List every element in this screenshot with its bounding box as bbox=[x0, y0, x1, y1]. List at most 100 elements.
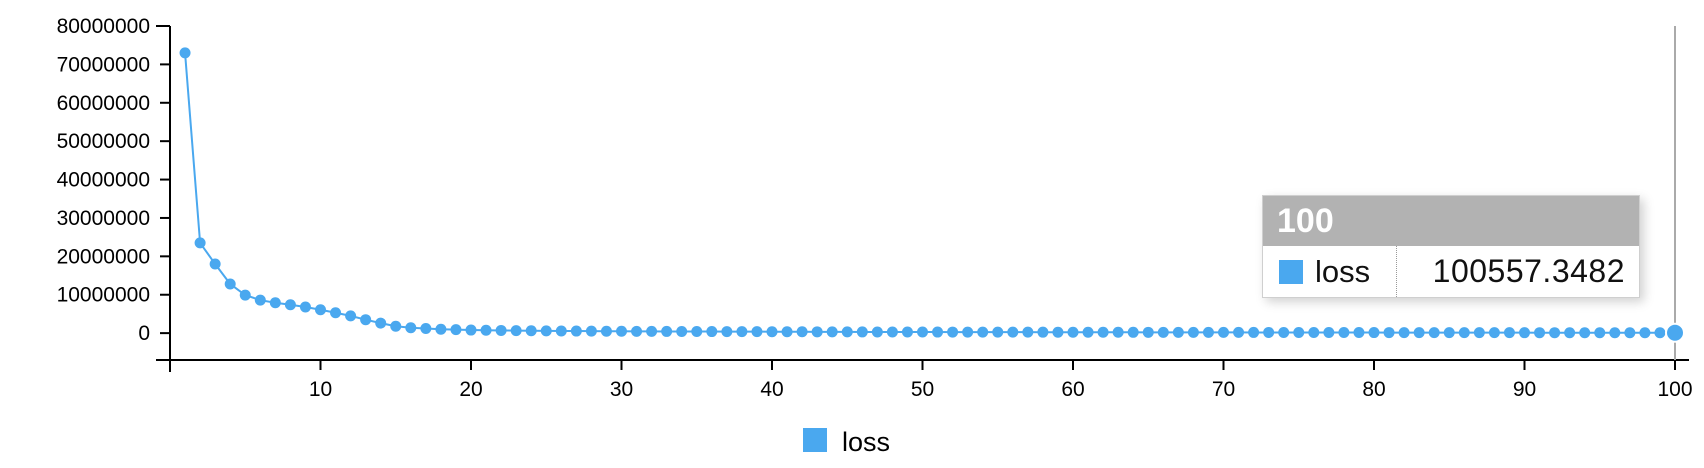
data-point[interactable] bbox=[495, 324, 507, 336]
data-point[interactable] bbox=[585, 325, 597, 337]
data-point[interactable] bbox=[405, 322, 417, 334]
data-point[interactable] bbox=[480, 324, 492, 336]
data-point[interactable] bbox=[811, 326, 823, 338]
data-point[interactable] bbox=[555, 325, 567, 337]
data-point[interactable] bbox=[1398, 327, 1410, 339]
data-point[interactable] bbox=[841, 326, 853, 338]
data-point[interactable] bbox=[1278, 326, 1290, 338]
data-point[interactable] bbox=[179, 47, 191, 59]
data-point[interactable] bbox=[871, 326, 883, 338]
data-point[interactable] bbox=[1624, 327, 1636, 339]
data-point[interactable] bbox=[1067, 326, 1079, 338]
legend[interactable]: loss bbox=[803, 427, 890, 457]
data-point[interactable] bbox=[1443, 327, 1455, 339]
data-point[interactable] bbox=[1488, 327, 1500, 339]
data-point[interactable] bbox=[1458, 327, 1470, 339]
data-point[interactable] bbox=[269, 297, 281, 309]
data-point[interactable] bbox=[1564, 327, 1576, 339]
data-point[interactable] bbox=[646, 325, 658, 337]
data-point[interactable] bbox=[1022, 326, 1034, 338]
data-point[interactable] bbox=[299, 301, 311, 313]
data-point[interactable] bbox=[450, 324, 462, 336]
data-point[interactable] bbox=[1519, 327, 1530, 339]
data-point[interactable] bbox=[1323, 327, 1335, 339]
data-point[interactable] bbox=[856, 326, 868, 338]
data-point[interactable] bbox=[1293, 326, 1305, 338]
data-point[interactable] bbox=[947, 326, 959, 338]
legend-label[interactable]: loss bbox=[842, 427, 890, 457]
data-point[interactable] bbox=[616, 325, 627, 337]
data-point[interactable] bbox=[766, 326, 778, 338]
data-point[interactable] bbox=[1263, 326, 1275, 338]
data-point[interactable] bbox=[917, 326, 928, 338]
data-point[interactable] bbox=[1202, 326, 1214, 338]
data-point[interactable] bbox=[239, 289, 251, 301]
data-point[interactable] bbox=[435, 323, 447, 335]
data-point[interactable] bbox=[600, 325, 612, 337]
data-point[interactable] bbox=[510, 325, 522, 337]
data-point[interactable] bbox=[977, 326, 989, 338]
data-point[interactable] bbox=[706, 326, 718, 338]
data-point[interactable] bbox=[1549, 327, 1561, 339]
data-point[interactable] bbox=[826, 326, 838, 338]
data-point[interactable] bbox=[901, 326, 913, 338]
data-point[interactable] bbox=[676, 325, 688, 337]
data-point[interactable] bbox=[360, 314, 372, 326]
data-point[interactable] bbox=[1413, 327, 1425, 339]
data-point[interactable] bbox=[345, 310, 357, 322]
data-point[interactable] bbox=[254, 294, 266, 306]
data-point[interactable] bbox=[1639, 327, 1651, 339]
data-point[interactable] bbox=[1172, 326, 1184, 338]
data-point[interactable] bbox=[1097, 326, 1109, 338]
data-point[interactable] bbox=[1112, 326, 1124, 338]
data-point[interactable] bbox=[631, 325, 643, 337]
legend-swatch[interactable] bbox=[803, 428, 827, 452]
data-point[interactable] bbox=[330, 307, 342, 319]
data-point[interactable] bbox=[1579, 327, 1591, 339]
data-point[interactable] bbox=[525, 325, 537, 337]
data-point[interactable] bbox=[1338, 327, 1350, 339]
data-point[interactable] bbox=[1218, 326, 1229, 338]
data-point[interactable] bbox=[1308, 326, 1320, 338]
data-point[interactable] bbox=[540, 325, 552, 337]
data-point[interactable] bbox=[194, 237, 206, 249]
data-point[interactable] bbox=[420, 323, 432, 335]
data-point[interactable] bbox=[796, 326, 808, 338]
data-point[interactable] bbox=[992, 326, 1004, 338]
data-point[interactable] bbox=[1594, 327, 1606, 339]
data-point[interactable] bbox=[1368, 327, 1380, 339]
data-point[interactable] bbox=[721, 326, 733, 338]
data-point[interactable] bbox=[1428, 327, 1440, 339]
data-point[interactable] bbox=[886, 326, 898, 338]
data-point[interactable] bbox=[375, 317, 387, 329]
data-point[interactable] bbox=[1037, 326, 1049, 338]
data-point[interactable] bbox=[751, 326, 763, 338]
data-point[interactable] bbox=[932, 326, 944, 338]
data-point[interactable] bbox=[1534, 327, 1546, 339]
data-point[interactable] bbox=[284, 299, 296, 311]
data-point[interactable] bbox=[736, 326, 748, 338]
data-point[interactable] bbox=[1473, 327, 1485, 339]
data-point[interactable] bbox=[1248, 326, 1260, 338]
data-point[interactable] bbox=[209, 258, 221, 270]
data-point[interactable] bbox=[1052, 326, 1064, 338]
data-point-highlighted[interactable] bbox=[1665, 322, 1685, 343]
data-point[interactable] bbox=[1233, 326, 1245, 338]
data-point[interactable] bbox=[962, 326, 974, 338]
data-point[interactable] bbox=[1609, 327, 1621, 339]
data-point[interactable] bbox=[390, 320, 402, 332]
data-point[interactable] bbox=[224, 278, 236, 290]
data-point[interactable] bbox=[1187, 326, 1199, 338]
data-point[interactable] bbox=[781, 326, 793, 338]
data-point[interactable] bbox=[1142, 326, 1154, 338]
data-point[interactable] bbox=[1503, 327, 1515, 339]
data-point[interactable] bbox=[570, 325, 582, 337]
data-point[interactable] bbox=[661, 325, 673, 337]
data-point[interactable] bbox=[1127, 326, 1139, 338]
data-point[interactable] bbox=[1654, 327, 1666, 339]
data-point[interactable] bbox=[1353, 327, 1365, 339]
data-point[interactable] bbox=[465, 324, 477, 336]
data-point[interactable] bbox=[315, 304, 326, 316]
data-point[interactable] bbox=[1157, 326, 1169, 338]
data-point[interactable] bbox=[1383, 327, 1395, 339]
